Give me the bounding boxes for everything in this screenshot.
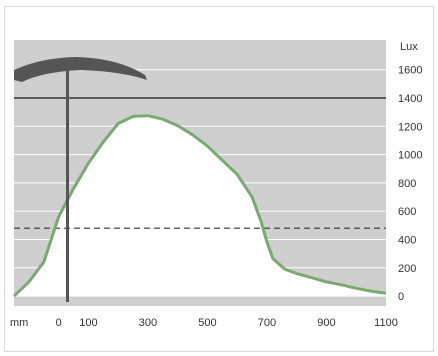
reference-lines xyxy=(14,97,386,229)
y-tick-label: 1400 xyxy=(398,93,422,105)
x-tick-label: 900 xyxy=(317,317,335,329)
area-fill xyxy=(14,115,386,297)
x-tick-label: 700 xyxy=(258,317,276,329)
y-tick-label: 0 xyxy=(398,291,404,303)
y-tick-label: 1000 xyxy=(398,150,422,162)
illuminance-series-line xyxy=(12,114,387,298)
y-tick-label: 200 xyxy=(398,263,416,275)
x-tick-label: 100 xyxy=(79,317,97,329)
x-axis-ticks: 0 100 300 500 700 900 1100 xyxy=(56,317,398,329)
y-tick-label: 1200 xyxy=(398,121,422,133)
y-tick-label: 1600 xyxy=(398,65,422,77)
x-tick-label: 300 xyxy=(139,317,157,329)
y-tick-label: 800 xyxy=(398,178,416,190)
area-under-curve xyxy=(14,115,386,297)
x-axis-unit-label: mm xyxy=(10,317,28,329)
lamp-head-shape xyxy=(14,57,147,82)
y-tick-label: 600 xyxy=(398,206,416,218)
y-axis-ticks: 0 200 400 600 800 1000 1200 1400 1600 xyxy=(398,65,422,303)
lamp-pole xyxy=(66,68,69,302)
x-tick-label: 1100 xyxy=(374,317,398,329)
x-tick-label: 500 xyxy=(198,317,216,329)
y-tick-label: 400 xyxy=(398,235,416,247)
lamp-icon xyxy=(14,57,147,302)
illuminance-curve xyxy=(12,114,387,298)
x-tick-label: 0 xyxy=(56,317,62,329)
y-axis-unit-label: Lux xyxy=(400,41,418,53)
